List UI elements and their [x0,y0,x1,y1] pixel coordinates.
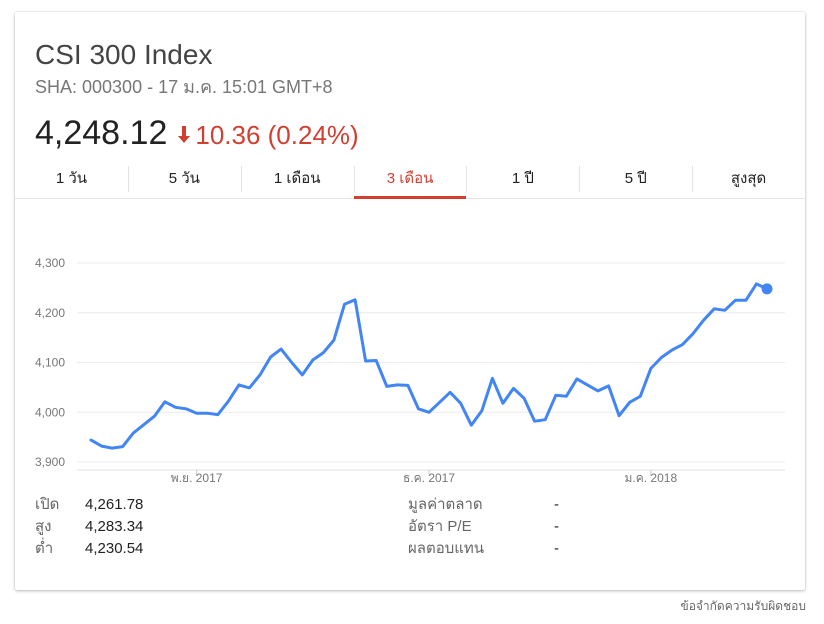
stat-value: 4,261.78 [85,496,144,513]
current-price: 4,248.12 [35,114,168,152]
price-chart[interactable]: 3,900 4,000 4,100 4,200 4,300 พ.ย. 2017 ธ.ค. 2… [15,212,805,482]
tab-label: 3 เดือน [386,170,434,187]
stat-value: - [554,518,559,535]
tab-5-days[interactable]: 5 วัน [127,162,241,198]
x-tick-label: พ.ย. 2017 [171,471,223,482]
stat-value: - [554,496,559,513]
price-row: 4,248.12 10.36 (0.24%) [35,113,359,153]
tab-1-day[interactable]: 1 วัน [15,162,128,198]
stat-label: ต่ำ [35,540,54,557]
time-range-tabs: 1 วัน 5 วัน 1 เดือน 3 เดือน 1 ปี 5 ปี สู… [15,162,805,199]
stat-label: มูลค่าตลาด [408,496,483,513]
stat-value: - [554,540,559,557]
stock-title: CSI 300 Index [35,39,213,70]
y-tick-label: 4,000 [35,405,65,419]
disclaimer-link[interactable]: ข้อจำกัดความรับผิดชอบ [680,599,806,613]
tab-label: 1 ปี [511,170,534,187]
stat-value: 4,230.54 [85,540,144,557]
x-tick-label: ธ.ค. 2017 [403,471,455,482]
y-tick-label: 4,300 [35,256,65,270]
tab-label: สูงสุด [730,170,767,187]
tab-label: 1 เดือน [273,170,321,187]
price-change: 10.36 (0.24%) [177,115,359,155]
stat-value: 4,283.34 [85,518,144,535]
price-line [89,282,769,450]
arrow-down-icon [178,126,191,143]
y-tick-label: 4,100 [35,356,65,370]
tab-max[interactable]: สูงสุด [692,162,805,198]
tab-1-year[interactable]: 1 ปี [466,162,579,198]
stat-label: เปิด [35,496,60,513]
tab-label: 5 วัน [168,170,200,187]
stat-label: สูง [35,518,52,535]
price-change-value: 10.36 (0.24%) [195,120,359,150]
stat-label: ผลตอบแทน [408,540,485,557]
y-tick-label: 3,900 [35,455,65,469]
tab-label: 1 วัน [55,170,88,187]
stock-card: CSI 300 Index SHA: 000300 - 17 ม.ค. 15:0… [15,12,805,590]
last-price-point [761,283,773,295]
tab-label: 5 ปี [624,170,647,187]
stock-subtitle: SHA: 000300 - 17 ม.ค. 15:01 GMT+8 [35,77,333,97]
tab-5-years[interactable]: 5 ปี [579,162,692,198]
stat-label: อัตรา P/E [408,518,472,535]
tab-1-month[interactable]: 1 เดือน [240,162,354,198]
y-tick-label: 4,200 [35,306,65,320]
tab-3-months[interactable]: 3 เดือน [353,162,467,199]
x-tick-label: ม.ค. 2018 [624,471,677,482]
